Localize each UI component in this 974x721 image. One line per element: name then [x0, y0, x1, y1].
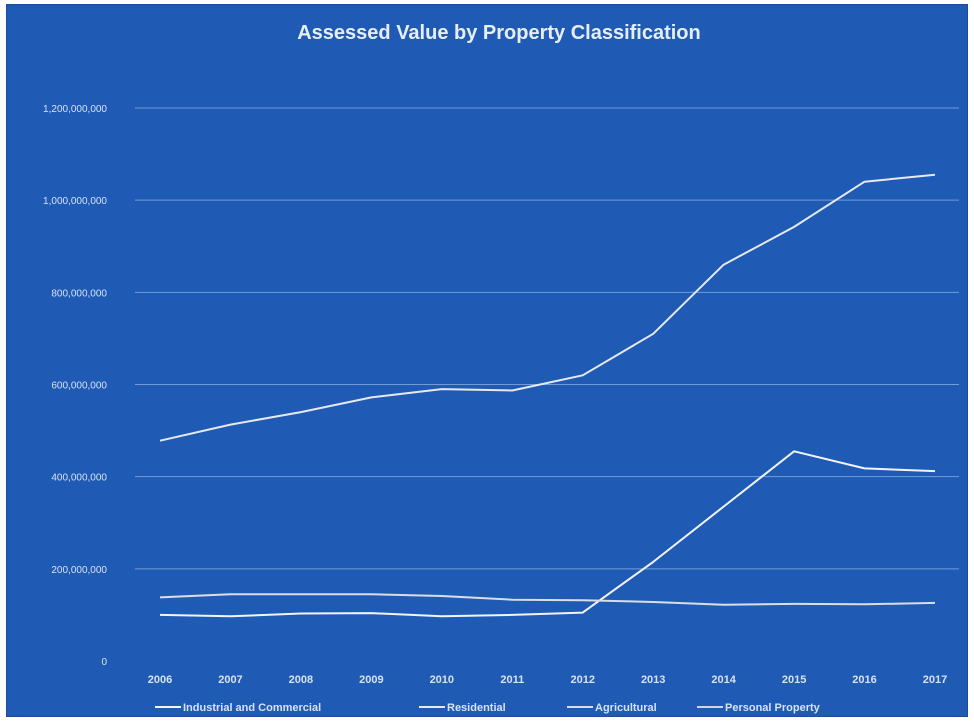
x-axis-ticks: 2006 2007 2008 2009 2010 2011 2012 2013 2014 2015… — [148, 674, 947, 686]
x-tick-label: 2014 — [711, 674, 736, 686]
y-tick-label: 400,000,000 — [51, 473, 107, 484]
y-tick-label: 200,000,000 — [51, 565, 107, 576]
y-axis-ticks: 0 200,000,000 400,000,000 600,000,000 800,00… — [43, 104, 107, 668]
series-lines — [159, 173, 936, 618]
y-tick-label: 0 — [101, 657, 107, 668]
x-tick-label: 2017 — [923, 674, 947, 686]
x-tick-label: 2008 — [289, 674, 313, 686]
y-tick-label: 1,000,000,000 — [43, 196, 107, 207]
legend-label: Residential — [447, 702, 506, 714]
y-tick-label: 1,200,000,000 — [43, 104, 107, 115]
legend: Industrial and Commercial Residential Agri… — [155, 702, 821, 714]
y-tick-label: 600,000,000 — [51, 381, 107, 392]
x-tick-label: 2010 — [430, 674, 454, 686]
x-tick-label: 2015 — [782, 674, 806, 686]
legend-label: Industrial and Commercial — [183, 702, 321, 714]
series-line — [159, 450, 936, 618]
x-tick-label: 2011 — [500, 674, 524, 686]
gridlines — [135, 107, 959, 570]
x-tick-label: 2012 — [570, 674, 594, 686]
legend-label: Agricultural — [595, 702, 657, 714]
chart-title: Assessed Value by Property Classificatio… — [297, 22, 701, 44]
series-line — [159, 593, 936, 606]
series-line — [159, 173, 936, 442]
line-chart: Assessed Value by Property Classificatio… — [43, 22, 959, 714]
x-tick-label: 2006 — [148, 674, 172, 686]
x-tick-label: 2016 — [852, 674, 876, 686]
chart-frame: Assessed Value by Property Classificatio… — [6, 4, 968, 717]
x-tick-label: 2013 — [641, 674, 665, 686]
legend-label: Personal Property — [725, 702, 821, 714]
y-tick-label: 800,000,000 — [51, 288, 107, 299]
x-tick-label: 2009 — [359, 674, 383, 686]
x-tick-label: 2007 — [218, 674, 242, 686]
